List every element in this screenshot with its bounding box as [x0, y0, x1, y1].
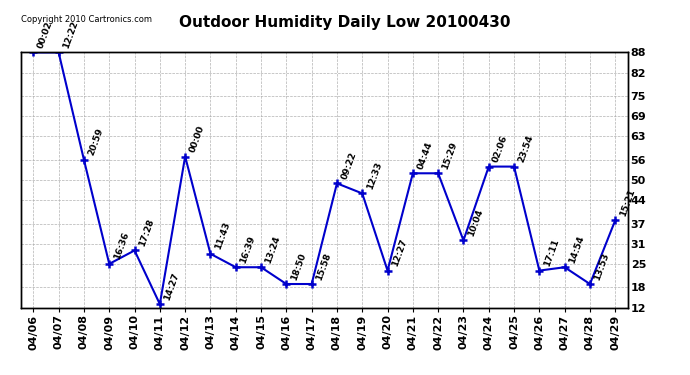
Text: 11:43: 11:43 [213, 221, 232, 251]
Text: 13:24: 13:24 [264, 234, 282, 264]
Text: 18:50: 18:50 [289, 251, 307, 281]
Text: Copyright 2010 Cartronics.com: Copyright 2010 Cartronics.com [21, 15, 152, 24]
Text: 15:29: 15:29 [441, 140, 460, 171]
Text: 00:00: 00:00 [188, 124, 206, 154]
Text: 15:21: 15:21 [618, 188, 636, 218]
Text: 00:02: 00:02 [36, 20, 55, 50]
Text: 12:33: 12:33 [365, 160, 383, 190]
Text: Outdoor Humidity Daily Low 20100430: Outdoor Humidity Daily Low 20100430 [179, 15, 511, 30]
Text: 17:28: 17:28 [137, 217, 156, 248]
Text: 14:54: 14:54 [567, 234, 586, 264]
Text: 20:59: 20:59 [87, 127, 105, 157]
Text: 23:54: 23:54 [517, 134, 535, 164]
Text: 17:11: 17:11 [542, 238, 560, 268]
Text: 16:39: 16:39 [239, 234, 257, 264]
Text: 10:04: 10:04 [466, 208, 484, 238]
Text: 16:36: 16:36 [112, 231, 130, 261]
Text: 12:22: 12:22 [61, 20, 79, 50]
Text: 13:53: 13:53 [593, 251, 611, 281]
Text: 14:27: 14:27 [163, 271, 181, 302]
Text: 04:44: 04:44 [415, 140, 434, 171]
Text: 12:27: 12:27 [391, 238, 408, 268]
Text: 09:22: 09:22 [339, 151, 358, 181]
Text: 15:58: 15:58 [315, 251, 333, 281]
Text: 02:06: 02:06 [491, 134, 510, 164]
